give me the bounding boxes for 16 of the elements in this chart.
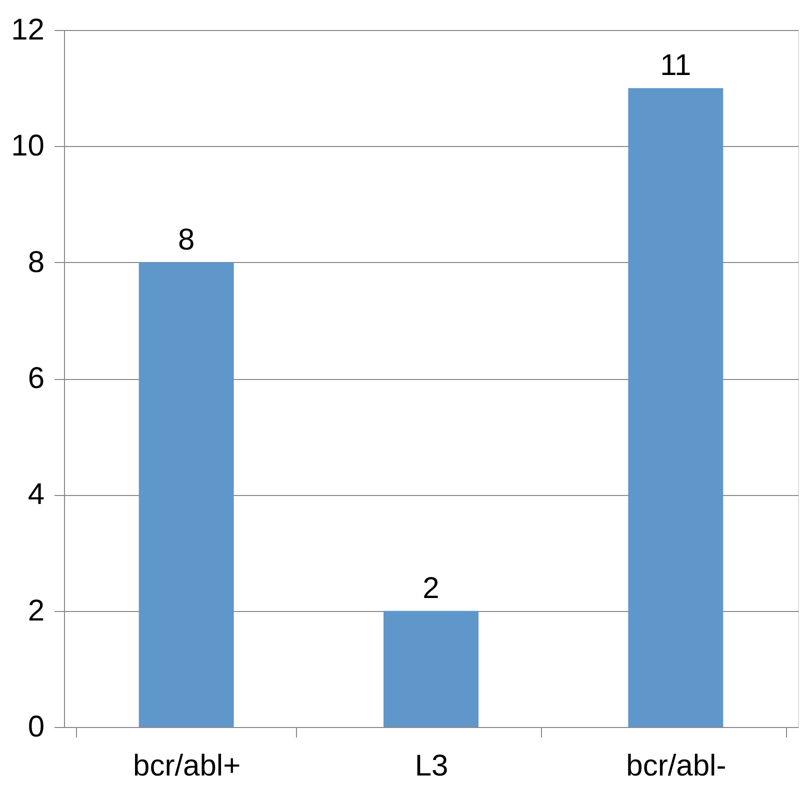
y-tick-label: 8 xyxy=(28,246,44,279)
x-tick-label: L3 xyxy=(414,750,448,782)
y-tick-label: 6 xyxy=(28,362,44,395)
bar xyxy=(138,262,234,727)
y-tick-label: 4 xyxy=(28,478,44,512)
x-tick-label: bcr/abl+ xyxy=(133,750,241,782)
bar xyxy=(628,88,724,727)
x-tick-label: bcr/abl- xyxy=(626,750,726,782)
y-tick-label: 12 xyxy=(11,14,44,46)
y-tick-label: 2 xyxy=(28,594,44,628)
y-tick-label: 10 xyxy=(11,130,44,163)
y-tick-label: 0 xyxy=(28,710,44,744)
bar xyxy=(384,610,478,727)
data-label: 2 xyxy=(422,572,440,605)
data-label: 11 xyxy=(660,49,692,82)
data-label: 8 xyxy=(178,223,195,256)
